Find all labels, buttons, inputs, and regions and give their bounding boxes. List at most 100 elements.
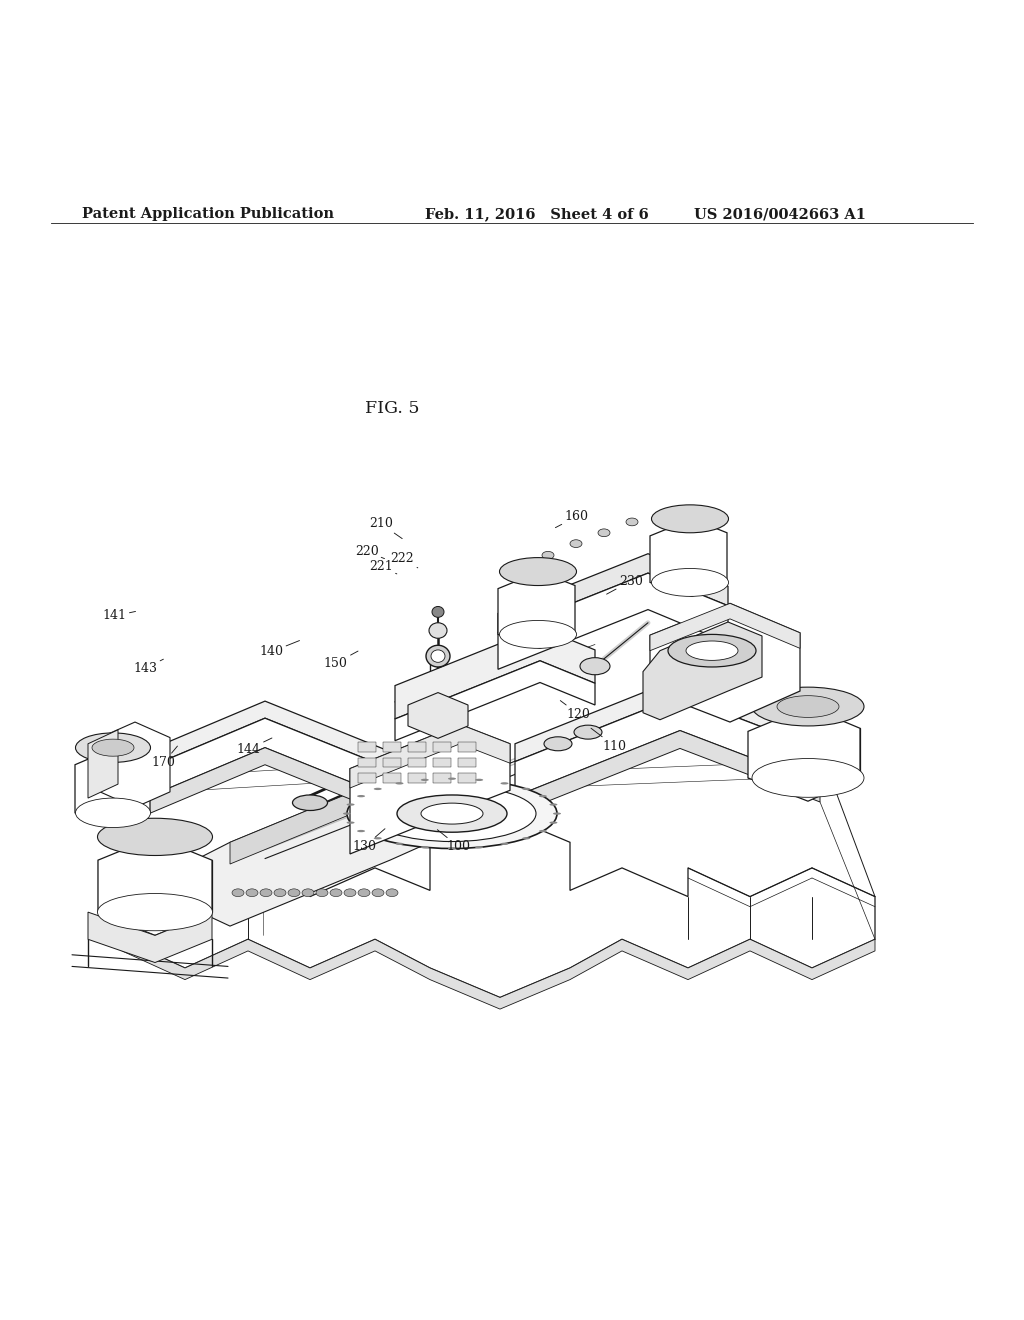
Ellipse shape: [514, 564, 526, 570]
Polygon shape: [748, 706, 860, 801]
Ellipse shape: [598, 529, 610, 537]
Polygon shape: [515, 696, 820, 796]
Polygon shape: [88, 730, 118, 799]
Ellipse shape: [580, 657, 610, 675]
Text: Patent Application Publication: Patent Application Publication: [82, 207, 334, 220]
Polygon shape: [230, 776, 430, 865]
Ellipse shape: [76, 733, 151, 763]
Ellipse shape: [501, 783, 509, 784]
Ellipse shape: [421, 779, 429, 781]
Ellipse shape: [397, 795, 507, 832]
Ellipse shape: [777, 696, 839, 717]
Text: 222: 222: [390, 552, 418, 568]
Polygon shape: [433, 742, 451, 751]
Ellipse shape: [574, 725, 602, 739]
Text: 221: 221: [369, 560, 397, 574]
Ellipse shape: [395, 842, 403, 845]
Ellipse shape: [553, 812, 561, 814]
Text: 150: 150: [324, 651, 358, 669]
Ellipse shape: [668, 635, 756, 667]
Polygon shape: [350, 725, 510, 788]
Ellipse shape: [358, 888, 370, 896]
Ellipse shape: [344, 888, 356, 896]
Polygon shape: [515, 678, 820, 762]
Ellipse shape: [97, 818, 213, 855]
Ellipse shape: [97, 894, 213, 931]
Polygon shape: [498, 553, 728, 632]
Ellipse shape: [429, 623, 447, 639]
Ellipse shape: [374, 837, 382, 840]
Ellipse shape: [475, 779, 483, 781]
Polygon shape: [105, 718, 390, 816]
Ellipse shape: [368, 785, 536, 842]
Ellipse shape: [449, 847, 456, 850]
Text: 140: 140: [259, 640, 299, 659]
Ellipse shape: [686, 642, 738, 660]
Ellipse shape: [374, 788, 382, 791]
Polygon shape: [98, 837, 212, 936]
Polygon shape: [350, 725, 510, 854]
Ellipse shape: [246, 888, 258, 896]
Polygon shape: [515, 730, 820, 814]
Text: US 2016/0042663 A1: US 2016/0042663 A1: [694, 207, 866, 220]
Ellipse shape: [500, 557, 577, 586]
Polygon shape: [643, 622, 762, 719]
Text: 170: 170: [152, 746, 177, 768]
Ellipse shape: [522, 788, 530, 791]
Ellipse shape: [539, 795, 547, 797]
Ellipse shape: [432, 606, 444, 618]
Ellipse shape: [395, 783, 403, 784]
Ellipse shape: [539, 830, 547, 832]
Text: 220: 220: [354, 545, 384, 558]
Polygon shape: [383, 758, 401, 767]
Polygon shape: [105, 747, 390, 832]
Text: Feb. 11, 2016  Sheet 4 of 6: Feb. 11, 2016 Sheet 4 of 6: [425, 207, 649, 220]
Polygon shape: [408, 742, 426, 751]
Polygon shape: [395, 627, 595, 719]
Polygon shape: [408, 693, 468, 738]
Polygon shape: [650, 603, 800, 651]
Ellipse shape: [550, 821, 557, 824]
Ellipse shape: [316, 888, 328, 896]
Polygon shape: [75, 747, 150, 826]
Text: FIG. 5: FIG. 5: [365, 400, 420, 417]
Ellipse shape: [544, 737, 572, 751]
Ellipse shape: [357, 830, 366, 832]
Polygon shape: [458, 742, 476, 751]
Text: 144: 144: [237, 738, 272, 755]
Ellipse shape: [260, 888, 272, 896]
Ellipse shape: [426, 645, 450, 667]
Text: 143: 143: [133, 659, 164, 675]
Ellipse shape: [386, 888, 398, 896]
Ellipse shape: [475, 846, 483, 849]
Text: 141: 141: [102, 610, 135, 623]
Ellipse shape: [372, 888, 384, 896]
Ellipse shape: [346, 821, 354, 824]
Ellipse shape: [232, 888, 244, 896]
Polygon shape: [105, 701, 390, 785]
Ellipse shape: [570, 540, 582, 548]
Ellipse shape: [288, 888, 300, 896]
Polygon shape: [498, 572, 575, 648]
Ellipse shape: [752, 688, 864, 726]
Polygon shape: [650, 519, 727, 597]
Ellipse shape: [92, 739, 134, 756]
Ellipse shape: [274, 888, 286, 896]
Polygon shape: [100, 722, 170, 808]
Ellipse shape: [522, 837, 530, 840]
Polygon shape: [383, 742, 401, 751]
Ellipse shape: [752, 759, 864, 797]
Polygon shape: [358, 774, 376, 783]
Polygon shape: [358, 742, 376, 751]
Text: 230: 230: [606, 574, 643, 594]
Ellipse shape: [449, 777, 456, 780]
Polygon shape: [358, 758, 376, 767]
Ellipse shape: [542, 552, 554, 560]
Polygon shape: [650, 603, 800, 722]
Polygon shape: [408, 774, 426, 783]
Text: 210: 210: [369, 517, 402, 539]
Ellipse shape: [651, 569, 728, 597]
Text: 100: 100: [437, 830, 471, 854]
Ellipse shape: [651, 504, 728, 533]
Ellipse shape: [626, 517, 638, 525]
